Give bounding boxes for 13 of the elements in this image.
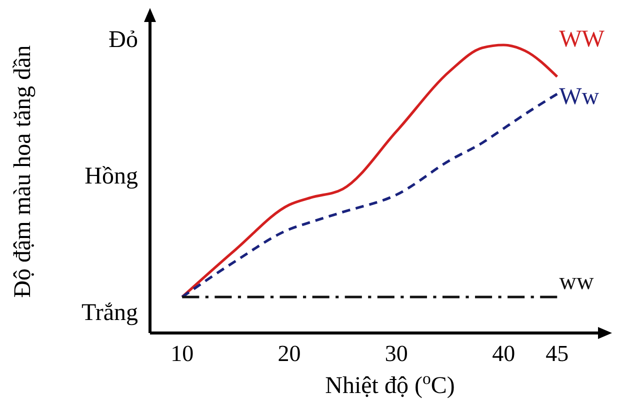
y-axis-title: Độ đậm màu hoa tăng dần (10, 45, 36, 298)
x-tick-label: 40 (492, 341, 516, 366)
x-tick-label: 45 (546, 341, 569, 366)
text: Hồng (84, 164, 138, 190)
text: Đỏ (108, 27, 138, 53)
x-tick-label: 10 (170, 341, 194, 366)
x-tick-label: 20 (278, 341, 301, 366)
text: Trắng (82, 300, 138, 326)
x-axis-title: Nhiệt độ ($^{o}$C) (325, 368, 455, 399)
x-tick-label: 30 (384, 341, 408, 366)
series-label: Ww (559, 84, 600, 110)
series-label: ww (559, 269, 594, 295)
series-label: WW (559, 26, 605, 53)
